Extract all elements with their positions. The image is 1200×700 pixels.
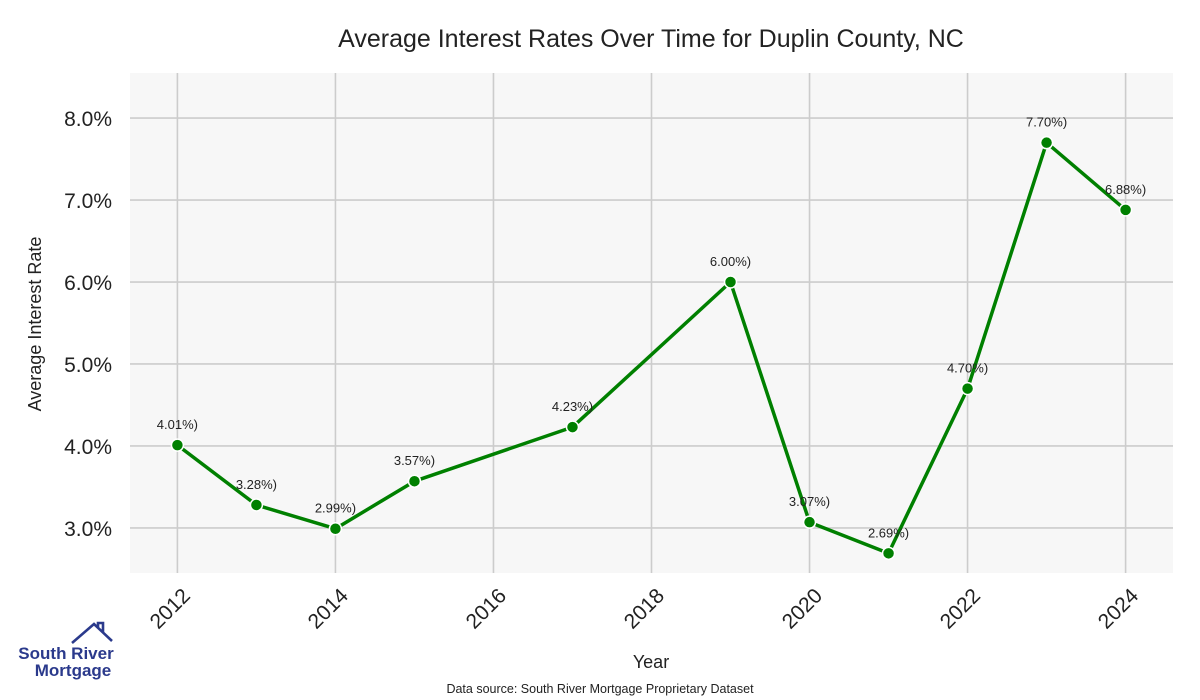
data-point <box>407 474 422 488</box>
data-label: 3.57%) <box>394 453 435 468</box>
data-source-note: Data source: South River Mortgage Propri… <box>446 682 754 696</box>
x-tick-label: 2024 <box>1094 584 1144 634</box>
y-tick-label: 8.0% <box>64 108 112 131</box>
data-label: 2.69%) <box>868 525 909 540</box>
y-axis: 3.0% 4.0% 5.0% 6.0% 7.0% 8.0% <box>64 108 112 541</box>
data-point <box>960 381 975 396</box>
data-point <box>881 546 896 561</box>
data-label: 4.70%) <box>947 361 988 376</box>
data-label: 3.28%) <box>236 477 277 492</box>
data-label: 6.00%) <box>710 254 751 269</box>
data-label: 3.07%) <box>789 494 830 509</box>
data-point <box>723 275 738 289</box>
logo-line-2: Mortgage <box>35 661 112 680</box>
y-tick-label: 3.0% <box>64 518 112 541</box>
grid <box>130 73 1173 573</box>
y-tick-label: 7.0% <box>64 190 112 213</box>
data-label: 4.01%) <box>157 417 198 432</box>
x-tick-label: 2012 <box>146 584 195 633</box>
data-point <box>170 438 185 452</box>
y-tick-label: 5.0% <box>64 354 112 377</box>
company-logo: South River Mortgage <box>18 621 114 680</box>
logo-line-1: South River <box>18 644 114 663</box>
x-tick-label: 2022 <box>936 584 985 633</box>
data-label: 4.23%) <box>552 399 593 414</box>
data-label: 6.88%) <box>1105 182 1146 197</box>
data-point <box>1118 203 1133 217</box>
data-point <box>1039 135 1054 150</box>
x-tick-label: 2014 <box>304 584 354 634</box>
data-point <box>328 521 343 536</box>
house-roof-icon <box>71 621 113 644</box>
y-axis-label: Average Interest Rate <box>25 237 45 412</box>
chart-title: Average Interest Rates Over Time for Dup… <box>338 25 964 53</box>
data-points <box>170 135 1133 561</box>
data-label: 2.99%) <box>315 501 356 516</box>
x-tick-label: 2018 <box>620 584 669 633</box>
x-axis: 2012 2014 2016 2018 2020 2022 2024 <box>146 584 1144 634</box>
x-axis-label: Year <box>633 652 669 672</box>
x-tick-label: 2020 <box>778 584 827 633</box>
x-tick-label: 2016 <box>462 584 511 633</box>
data-point <box>249 498 264 512</box>
data-point <box>802 515 817 529</box>
data-label: 7.70%) <box>1026 115 1067 130</box>
y-tick-label: 6.0% <box>64 272 112 295</box>
data-labels: 4.01%) 3.28%) 2.99%) 3.57%) 4.23%) 6.00%) 3.07… <box>157 115 1146 541</box>
y-tick-label: 4.0% <box>64 436 112 459</box>
data-point <box>565 420 580 434</box>
